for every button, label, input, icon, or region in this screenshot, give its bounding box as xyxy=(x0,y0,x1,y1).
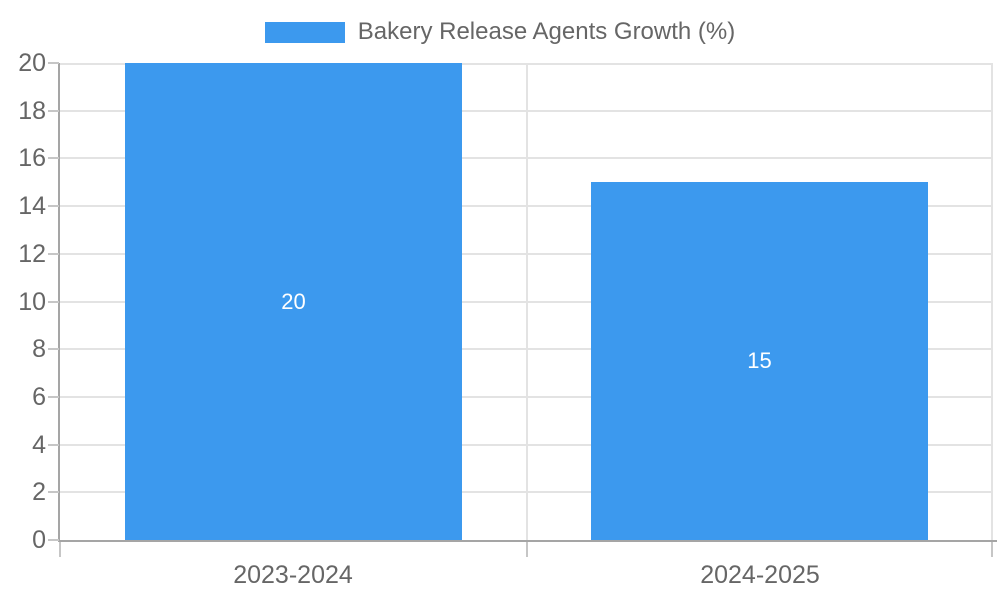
y-tick-label: 10 xyxy=(18,287,46,316)
x-tick-mark xyxy=(59,542,61,557)
y-tick-mark xyxy=(48,157,59,160)
y-tick-label: 20 xyxy=(18,49,46,77)
x-tick-label: 2023-2024 xyxy=(233,561,353,589)
y-tick-label: 2 xyxy=(32,478,46,507)
y-tick-mark xyxy=(48,491,59,494)
y-tick-label: 4 xyxy=(32,430,46,459)
y-tick-label: 18 xyxy=(18,96,46,125)
x-axis-line xyxy=(58,540,997,542)
x-tick-label: 2024-2025 xyxy=(700,561,820,589)
x-tick-mark xyxy=(991,542,993,557)
y-tick-mark xyxy=(48,348,59,351)
y-tick-mark xyxy=(48,395,59,398)
v-gridline xyxy=(525,63,528,540)
y-tick-label: 14 xyxy=(18,192,46,221)
bar-2024-2025[interactable]: 15 xyxy=(591,182,928,540)
y-tick-mark xyxy=(48,539,59,541)
y-tick-mark xyxy=(48,109,59,112)
bar-2023-2024[interactable]: 20 xyxy=(125,63,462,540)
legend-label: Bakery Release Agents Growth (%) xyxy=(357,18,736,45)
y-tick-mark xyxy=(48,252,59,255)
bar-value-label: 20 xyxy=(281,288,306,314)
y-tick-label: 6 xyxy=(32,382,46,411)
plot-area: 20 15 xyxy=(60,63,993,540)
x-tick-mark xyxy=(525,542,528,557)
y-tick-mark xyxy=(48,62,59,64)
bar-value-label: 15 xyxy=(747,348,772,373)
legend-item[interactable]: Bakery Release Agents Growth (%) xyxy=(0,18,1000,45)
v-gridline xyxy=(991,63,993,540)
y-tick-label: 0 xyxy=(32,526,46,554)
y-axis-line xyxy=(58,63,60,542)
legend-swatch xyxy=(264,21,345,43)
y-tick-mark xyxy=(48,443,59,446)
y-tick-label: 16 xyxy=(18,144,46,173)
y-tick-label: 8 xyxy=(32,335,46,364)
y-tick-mark xyxy=(48,300,59,303)
y-tick-mark xyxy=(48,205,59,208)
y-tick-label: 12 xyxy=(18,239,46,268)
